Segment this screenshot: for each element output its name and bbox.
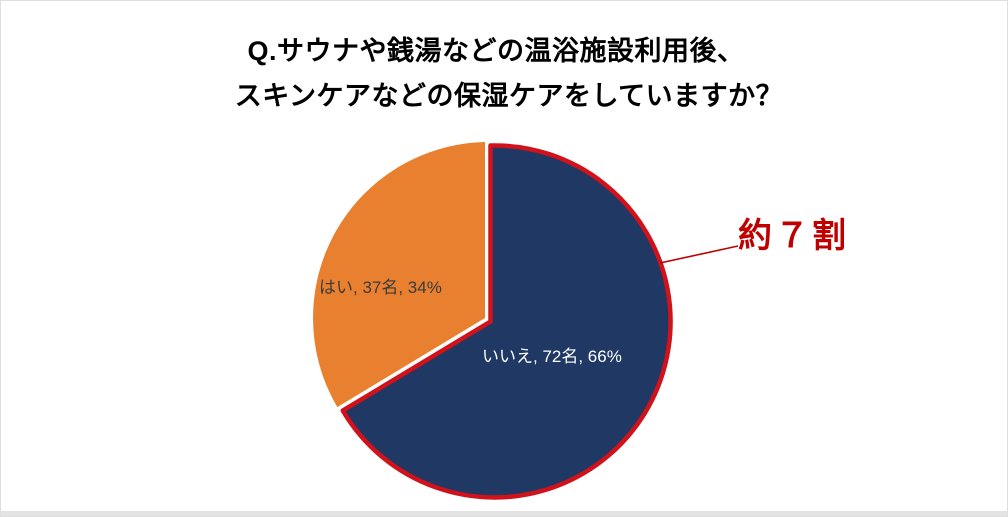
pie-label-hai: はい, 37名, 34%	[319, 278, 442, 297]
pie-label-iie: いいえ, 72名, 66%	[482, 347, 622, 366]
chart-title-line-2: スキンケアなどの保湿ケアをしていますか？	[234, 81, 784, 111]
chart-title: Q.サウナや銭湯などの温浴施設利用後、 スキンケアなどの保湿ケアをしていますか？	[1, 29, 1007, 119]
callout-leader-line	[659, 245, 739, 264]
footer-strip	[1, 511, 1007, 516]
callout-annotation-approx-70-percent: 約７割	[738, 217, 849, 255]
pie-slice-iie[interactable]	[340, 143, 673, 500]
chart-title-line-1: Q.サウナや銭湯などの温浴施設利用後、	[247, 36, 745, 66]
pie-slice-hai[interactable]	[313, 142, 485, 408]
